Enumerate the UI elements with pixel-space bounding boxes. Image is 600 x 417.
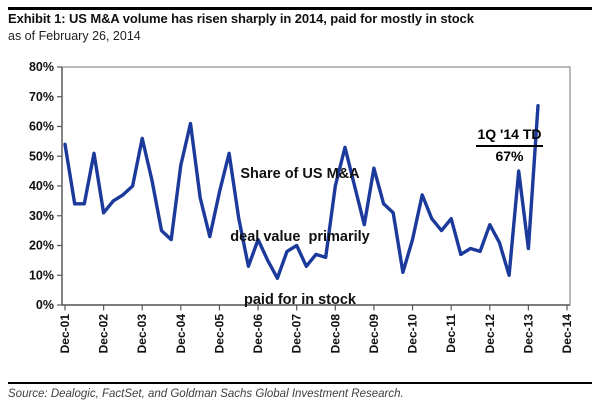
- annotation-line-3: paid for in stock: [244, 292, 356, 308]
- x-axis-label: Dec-08: [328, 314, 342, 354]
- y-axis-label: 70%: [29, 90, 54, 104]
- y-axis-label: 0%: [36, 298, 54, 312]
- exhibit-subtitle: as of February 26, 2014: [8, 29, 141, 43]
- callout-value: 67%: [495, 148, 524, 164]
- bottom-divider: [8, 382, 592, 384]
- x-axis-label: Dec-06: [251, 314, 265, 354]
- x-axis-label: Dec-05: [212, 314, 226, 354]
- y-axis-label: 20%: [29, 239, 54, 253]
- x-axis-label: Dec-13: [521, 314, 535, 354]
- y-axis-label: 40%: [29, 179, 54, 193]
- top-divider: [8, 7, 592, 10]
- stock-share-line: [63, 104, 540, 280]
- x-axis-label: Dec-04: [174, 314, 188, 354]
- x-axis-label: Dec-12: [483, 314, 497, 354]
- source-note: Source: Dealogic, FactSet, and Goldman S…: [8, 388, 404, 400]
- x-axis-label: Dec-09: [367, 314, 381, 354]
- y-axis-label: 80%: [29, 60, 54, 74]
- chart-canvas: 0% 10% 20% 30% 40% 50% 60% 70% 80% Dec-01 Dec-02 De…: [29, 60, 574, 354]
- callout-label: 1Q '14 TD: [476, 125, 543, 147]
- latest-value-callout: 1Q '14 TD 67%: [452, 125, 567, 166]
- x-axis-label: Dec-10: [406, 314, 420, 354]
- x-axis-label: Dec-11: [444, 314, 458, 353]
- chart-annotation: Share of US M&A deal value primarily pai…: [178, 122, 422, 353]
- y-axis-label: 10%: [29, 268, 54, 282]
- y-axis-label: 30%: [29, 209, 54, 223]
- x-axis-label: Dec-01: [58, 314, 72, 354]
- annotation-line-1: Share of US M&A: [240, 166, 360, 182]
- x-axis-label: Dec-02: [97, 314, 111, 354]
- y-axis-label: 60%: [29, 120, 54, 134]
- annotation-line-2: deal value primarily: [230, 229, 370, 245]
- x-axis-label: Dec-14: [560, 314, 574, 354]
- chart-area: 0% 10% 20% 30% 40% 50% 60% 70% 80% Dec-01 Dec-02 De…: [0, 55, 600, 380]
- y-axis-label: 50%: [29, 149, 54, 163]
- exhibit-title: Exhibit 1: US M&A volume has risen sharp…: [8, 11, 474, 26]
- x-axis-label: Dec-07: [290, 314, 304, 354]
- x-axis-label: Dec-03: [135, 314, 149, 354]
